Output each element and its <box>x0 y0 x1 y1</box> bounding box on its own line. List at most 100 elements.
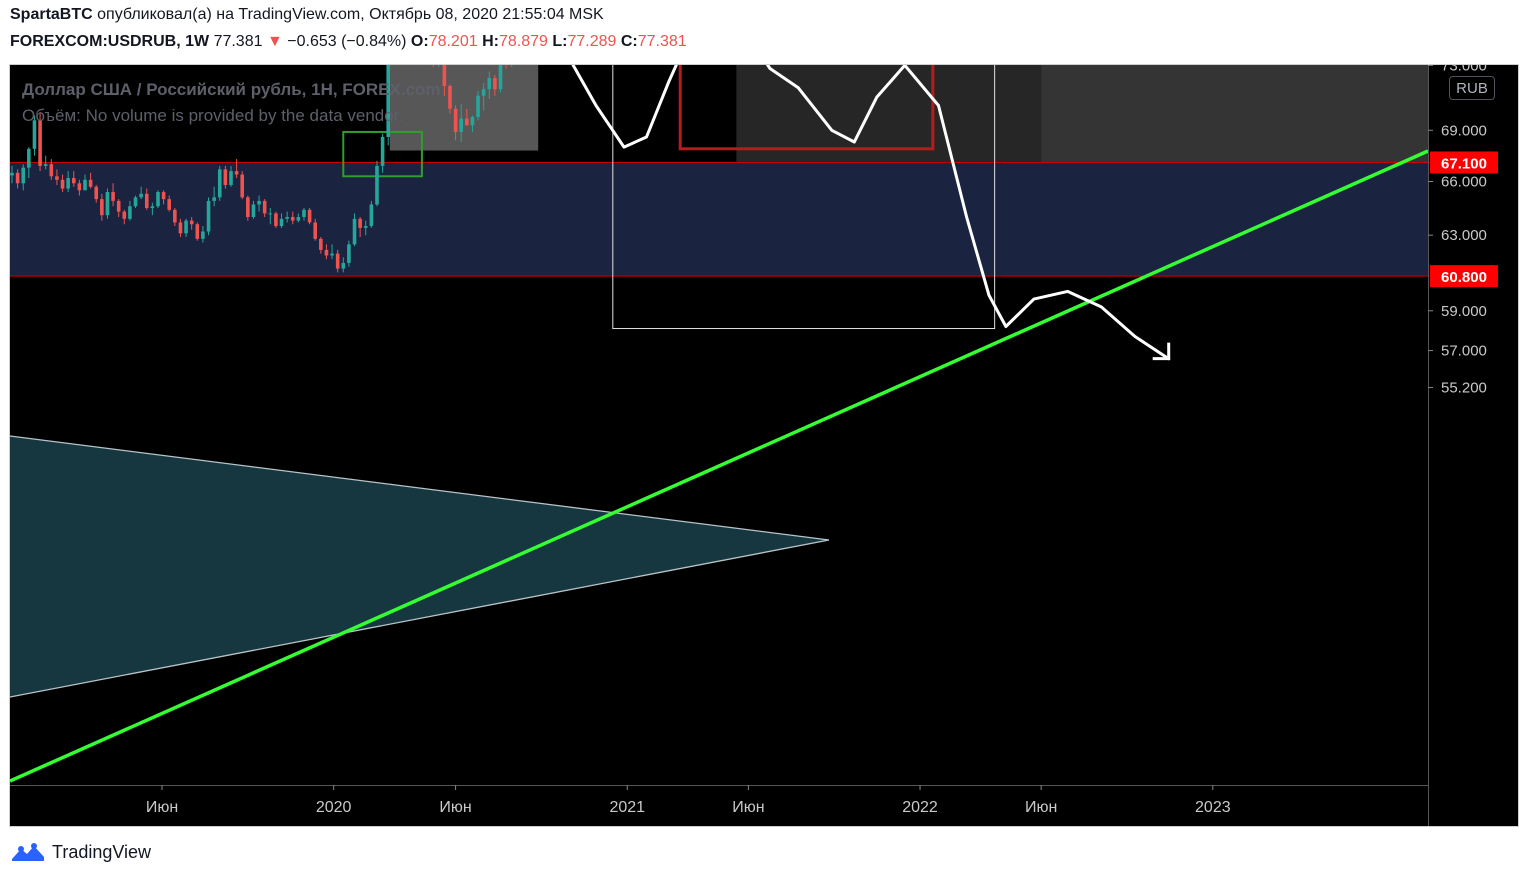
measure-zone-light <box>1041 65 1428 163</box>
down-arrow-icon: ▼ <box>266 33 283 50</box>
candle-body <box>341 262 346 269</box>
candle-body <box>498 65 503 90</box>
candle-body <box>144 193 149 209</box>
candle-body <box>139 193 143 198</box>
candle-body <box>66 178 70 189</box>
candle-body <box>38 120 42 166</box>
candle-body <box>279 218 284 227</box>
price-tick-label: 55.200 <box>1441 380 1487 397</box>
candle-body <box>156 192 160 207</box>
forecast-path <box>571 65 1171 361</box>
candle-body <box>476 95 480 117</box>
last-price: 77.381 <box>213 33 263 50</box>
price-tick-label: 73.000 <box>1441 65 1487 74</box>
price-change: −0.653 (−0.84%) <box>287 33 407 50</box>
candle-body <box>178 222 183 234</box>
candle-body <box>105 192 110 216</box>
support-zone <box>10 162 1428 277</box>
candle-body <box>493 78 497 90</box>
candle-body <box>335 253 340 269</box>
candle-body <box>184 220 188 234</box>
tradingview-logo-icon <box>12 843 44 861</box>
chart-legend-title[interactable]: Доллар США / Российский рубль, 1H, FOREX… <box>22 80 441 99</box>
candle-body <box>324 249 329 256</box>
candle-body <box>313 222 318 239</box>
price-label-text: 67.100 <box>1441 155 1487 172</box>
candle-body <box>161 192 166 200</box>
candle-body <box>55 176 59 180</box>
price-tick-label: 59.000 <box>1441 303 1487 320</box>
candle-body <box>71 178 76 184</box>
candle-body <box>229 171 233 186</box>
target-zone-box <box>678 65 935 151</box>
forecast-range-box <box>612 65 996 330</box>
low-value: 77.289 <box>567 33 617 50</box>
candle-body <box>77 183 82 191</box>
candle-body <box>347 244 351 263</box>
price-axis-background <box>1428 65 1518 826</box>
open-label: O: <box>410 33 429 50</box>
price-label-text: 60.800 <box>1441 269 1487 286</box>
candle-body <box>83 179 87 191</box>
candle-body <box>386 65 391 137</box>
time-tick-label: 2023 <box>1195 799 1231 816</box>
candle-body <box>369 204 374 227</box>
chart-legend-volume: Объём: No volume is provided by the data… <box>22 106 404 125</box>
high-label: H: <box>482 33 499 50</box>
time-tick-label: Июн <box>146 799 178 816</box>
candle-body <box>274 213 278 227</box>
candle-body <box>100 199 104 216</box>
footer-brand[interactable]: TradingView <box>10 841 151 863</box>
currency-tag[interactable]: RUB <box>1449 76 1495 100</box>
candle-body <box>453 108 458 132</box>
candle-body <box>43 164 48 166</box>
chart-frame[interactable]: 15.297 (22.62%) 1529741.750 (62.22%) 417… <box>9 64 1519 827</box>
chart-canvas[interactable]: 15.297 (22.62%) 1529741.750 (62.22%) 417… <box>10 65 1519 827</box>
time-axis-background <box>10 785 1428 826</box>
candle-body <box>116 200 121 212</box>
candle-body <box>128 206 132 219</box>
price-range-measure-box <box>389 65 539 151</box>
candle-body <box>234 171 239 175</box>
candle-body <box>380 136 385 166</box>
high-value: 78.879 <box>498 33 548 50</box>
close-value: 77.381 <box>637 33 687 50</box>
time-tick-label: Июн <box>1025 799 1057 816</box>
candle-body <box>459 118 464 132</box>
author-name[interactable]: SpartaBTC <box>10 6 93 23</box>
candle-body <box>470 116 475 126</box>
candle-body <box>15 172 20 184</box>
candle-body <box>262 200 267 214</box>
candle-body <box>167 199 172 210</box>
time-tick-label: 2020 <box>316 799 352 816</box>
breakout-box <box>342 130 423 178</box>
price-label-box <box>1430 265 1498 288</box>
candle-body <box>290 217 295 221</box>
open-value: 78.201 <box>428 33 478 50</box>
candle-body <box>442 65 447 87</box>
candle-body <box>246 197 250 218</box>
footer-brand-label: TradingView <box>52 841 152 862</box>
candle-body <box>481 89 486 96</box>
candle-body <box>189 220 194 225</box>
candle-body <box>257 200 261 205</box>
candle-body <box>49 164 54 177</box>
low-label: L: <box>552 33 568 50</box>
candle-body <box>302 209 306 218</box>
candle-body <box>60 179 65 189</box>
forecast-arrow-head <box>1152 342 1171 361</box>
price-tick-label: 57.000 <box>1441 343 1487 360</box>
candle-body <box>352 218 357 245</box>
candle-body <box>133 197 138 207</box>
candle-body <box>487 78 492 90</box>
close-label: C: <box>620 33 638 50</box>
publication-line: SpartaBTC опубликовал(а) на TradingView.… <box>10 6 604 24</box>
candle-body <box>268 213 273 215</box>
candle-body <box>195 224 200 239</box>
candle-body <box>27 148 31 168</box>
time-tick-label: 2022 <box>902 799 938 816</box>
triangle-pattern <box>10 436 829 697</box>
candle-body <box>212 197 216 201</box>
candle-body <box>223 169 228 186</box>
price-tick-label: 63.000 <box>1441 227 1487 244</box>
